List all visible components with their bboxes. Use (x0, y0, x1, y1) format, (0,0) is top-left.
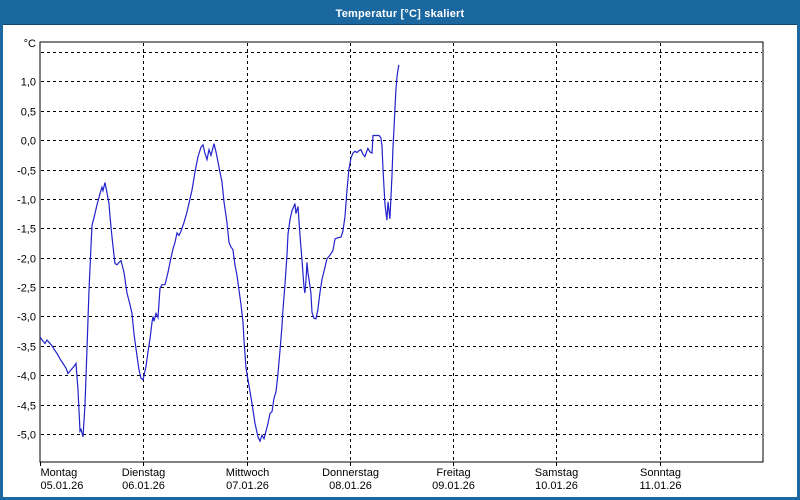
y-tick-label: 1,0 (21, 77, 36, 89)
day-date-label: 11.01.26 (639, 480, 681, 492)
day-name-label: Donnerstag (322, 467, 379, 479)
y-tick-label: 0,5 (21, 107, 36, 119)
day-name-label: Dienstag (122, 467, 165, 479)
day-name-label: Montag (41, 467, 78, 479)
y-tick-label: -5,0 (17, 430, 36, 442)
y-tick-label: -1,5 (17, 224, 36, 236)
plot-border (39, 41, 764, 463)
y-tick-label: 0,0 (21, 136, 36, 148)
day-date-label: 09.01.26 (432, 480, 475, 492)
y-tick-label: -1,0 (17, 195, 36, 207)
y-axis-unit-label: °C (24, 38, 36, 50)
y-tick-label: -3,0 (17, 312, 36, 324)
day-name-label: Freitag (436, 467, 470, 479)
y-tick-label: -3,5 (17, 342, 36, 354)
day-name-label: Sonntag (640, 467, 681, 479)
temperature-chart: 1,0 0,5 0,0 -0,5 -1,0 -1,5 -2,0 -2,5 -3,0 -3,5 -4,… (17, 38, 764, 492)
y-tick-label: -2,0 (17, 254, 36, 266)
y-tick-label: -0,5 (17, 166, 36, 178)
chart-area: 1,0 0,5 0,0 -0,5 -1,0 -1,5 -2,0 -2,5 -3,0 -3,5 -4,… (3, 25, 797, 497)
day-date-label: 10.01.26 (535, 480, 578, 492)
day-name-label: Mittwoch (226, 467, 269, 479)
window-title: Temperatur [°C] skaliert (335, 7, 465, 20)
day-date-label: 05.01.26 (41, 480, 84, 492)
day-date-label: 07.01.26 (226, 480, 269, 492)
y-tick-label: -2,5 (17, 283, 36, 295)
day-date-label: 08.01.26 (329, 480, 372, 492)
day-date-label: 06.01.26 (122, 480, 165, 492)
y-tick-label: -4,5 (17, 401, 36, 413)
window-titlebar[interactable]: Temperatur [°C] skaliert (3, 3, 797, 25)
day-name-label: Samstag (535, 467, 578, 479)
temperature-line (39, 64, 400, 443)
y-tick-label: -4,0 (17, 371, 36, 383)
